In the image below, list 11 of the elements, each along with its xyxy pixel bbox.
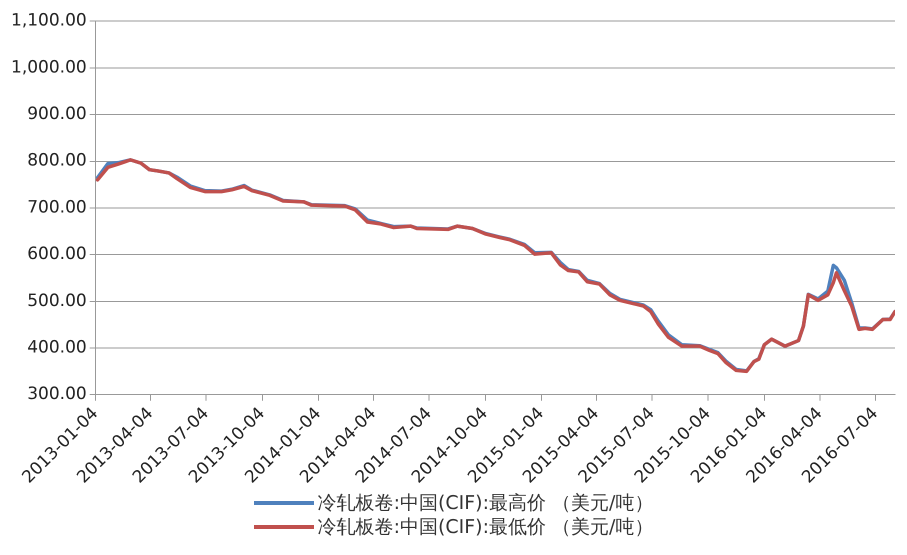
- y-tick-label: 400.00: [27, 337, 87, 358]
- y-tick-label: 500.00: [27, 290, 87, 311]
- y-tick-label: 300.00: [27, 384, 87, 404]
- y-tick-label: 700.00: [27, 197, 87, 218]
- legend-label: 冷轧板卷:中国(CIF):最低价 （美元/吨）: [318, 515, 654, 539]
- y-tick-label: 1,100.00: [11, 10, 87, 31]
- y-tick-label: 900.00: [27, 104, 87, 124]
- y-tick-label: 1,000.00: [11, 57, 87, 78]
- y-tick-label: 800.00: [27, 150, 87, 171]
- legend-label: 冷轧板卷:中国(CIF):最高价 （美元/吨）: [318, 491, 654, 515]
- y-tick-label: 600.00: [27, 244, 87, 264]
